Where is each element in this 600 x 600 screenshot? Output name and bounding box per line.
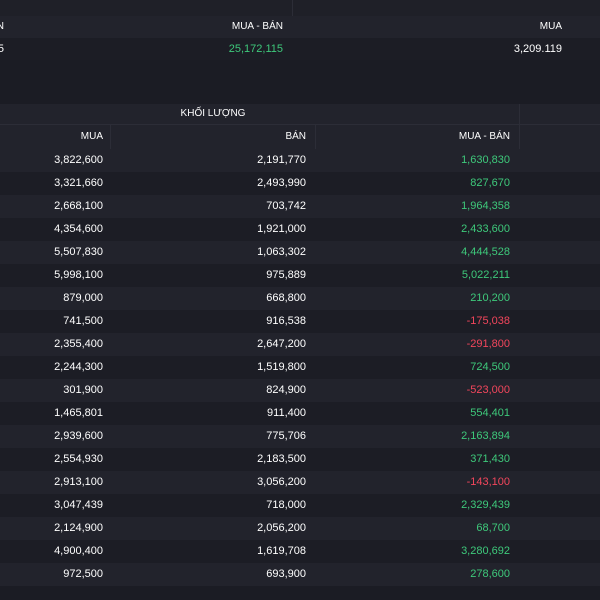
cell-mua: 2,939,600 [54,430,103,442]
table-row[interactable]: 2,124,900 2,056,200 68,700 [0,517,600,540]
cell-mua-ban: 2,329,439 [461,499,510,511]
cell-mua-ban: 5,022,211 [461,269,510,281]
cell-mua: 2,913,100 [54,476,103,488]
cell-mua-ban: 3,280,692 [461,545,510,557]
cell-mua-ban: 1,964,358 [461,200,510,212]
cell-ban: 775,706 [266,430,306,442]
summary-header-mua-ban: MUA - BÁN [231,21,283,32]
volume-header-ban: BÁN [285,131,306,142]
volume-title-row: KHỐI LƯỢNG [0,104,600,124]
cell-mua: 2,554,930 [54,453,103,465]
table-row[interactable]: 972,500 693,900 278,600 [0,563,600,586]
table-row[interactable]: 4,900,400 1,619,708 3,280,692 [0,540,600,563]
cell-ban: 1,063,302 [257,246,306,258]
cell-mua: 2,124,900 [54,522,103,534]
cell-ban: 718,000 [266,499,306,511]
cell-ban: 693,900 [266,568,306,580]
cell-ban: 1,921,000 [257,223,306,235]
table-row[interactable]: 741,500 916,538 -175,038 [0,310,600,333]
cell-mua: 741,500 [63,315,103,327]
cell-ban: 1,519,800 [257,361,306,373]
cell-mua-ban: 278,600 [470,568,510,580]
volume-header-row: MUA BÁN MUA - BÁN [0,124,600,149]
cell-mua: 5,998,100 [54,269,103,281]
cell-mua: 3,321,660 [54,177,103,189]
table-row[interactable]: 2,554,930 2,183,500 371,430 [0,448,600,471]
cell-ban: 2,191,770 [257,154,306,166]
cell-mua-ban: 4,444,528 [461,246,510,258]
table-row[interactable]: 5,998,100 975,889 5,022,211 [0,264,600,287]
volume-header-divider-1 [110,125,111,149]
cell-mua: 879,000 [63,292,103,304]
summary-value-partial: 5 [0,43,4,55]
table-row[interactable]: 2,244,300 1,519,800 724,500 [0,356,600,379]
table-row[interactable]: 3,047,439 718,000 2,329,439 [0,494,600,517]
volume-title-divider [519,104,520,124]
cell-mua-ban: 1,630,830 [461,154,510,166]
cell-mua: 2,355,400 [54,338,103,350]
cell-ban: 916,538 [266,315,306,327]
volume-title: KHỐI LƯỢNG [180,108,246,119]
cell-mua-ban: 371,430 [470,453,510,465]
cell-mua-ban: 554,401 [470,407,510,419]
cell-ban: 2,183,500 [257,453,306,465]
cell-mua: 3,822,600 [54,154,103,166]
cell-mua: 2,668,100 [54,200,103,212]
cell-mua: 3,047,439 [54,499,103,511]
cell-ban: 1,619,708 [257,545,306,557]
cell-ban: 703,742 [266,200,306,212]
cell-mua: 1,465,801 [54,407,103,419]
cell-mua: 301,900 [63,384,103,396]
summary-header-row: N MUA - BÁN MUA [0,16,600,38]
cell-mua-ban: 2,163,894 [461,430,510,442]
summary-top-strip [0,0,600,16]
table-row[interactable]: 2,939,600 775,706 2,163,894 [0,425,600,448]
cell-mua-ban: 724,500 [470,361,510,373]
table-row[interactable]: 1,465,801 911,400 554,401 [0,402,600,425]
table-row[interactable]: 2,913,100 3,056,200 -143,100 [0,471,600,494]
table-row[interactable]: 3,321,660 2,493,990 827,670 [0,172,600,195]
cell-mua-ban: 210,200 [470,292,510,304]
table-row[interactable]: 5,507,830 1,063,302 4,444,528 [0,241,600,264]
volume-header-divider-2 [315,125,316,149]
table-row[interactable]: 301,900 824,900 -523,000 [0,379,600,402]
cell-mua-ban: 2,433,600 [461,223,510,235]
table-row[interactable]: 3,822,600 2,191,770 1,630,830 [0,149,600,172]
volume-header-mua: MUA [80,131,103,142]
table-row[interactable]: 2,355,400 2,647,200 -291,800 [0,333,600,356]
cell-mua: 972,500 [63,568,103,580]
table-row[interactable]: 879,000 668,800 210,200 [0,287,600,310]
cell-ban: 2,056,200 [257,522,306,534]
summary-header-partial: N [0,21,4,32]
cell-mua-ban: -523,000 [466,384,510,396]
cell-mua-ban: -175,038 [466,315,510,327]
cell-ban: 668,800 [266,292,306,304]
cell-ban: 2,493,990 [257,177,306,189]
cell-ban: 975,889 [266,269,306,281]
cell-mua: 4,354,600 [54,223,103,235]
summary-header-mua: MUA [539,21,562,32]
summary-value-mua: 3,209.119 [513,43,562,55]
cell-ban: 3,056,200 [257,476,306,488]
volume-header-mua-ban: MUA - BÁN [458,131,510,142]
cell-mua-ban: 827,670 [470,177,510,189]
cell-mua: 2,244,300 [54,361,103,373]
summary-top-divider [292,0,293,16]
table-row[interactable]: 2,668,100 703,742 1,964,358 [0,195,600,218]
cell-mua-ban: -143,100 [466,476,510,488]
cell-mua-ban: 68,700 [476,522,510,534]
cell-mua-ban: -291,800 [466,338,510,350]
volume-header-divider-3 [519,125,520,149]
cell-mua: 5,507,830 [54,246,103,258]
cell-ban: 2,647,200 [257,338,306,350]
cell-mua: 4,900,400 [54,545,103,557]
summary-value-row: 5 25,172,115 3,209.119 [0,38,600,60]
cell-ban: 824,900 [266,384,306,396]
table-row[interactable]: 4,354,600 1,921,000 2,433,600 [0,218,600,241]
summary-value-mua-ban: 25,172,115 [228,43,283,55]
cell-ban: 911,400 [267,407,306,419]
